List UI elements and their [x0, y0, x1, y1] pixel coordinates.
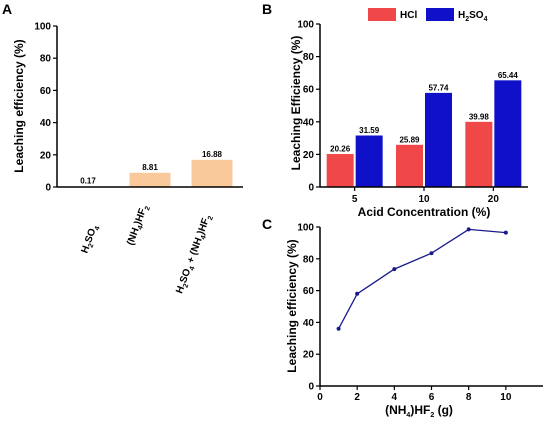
panel-a-y-tick-label: 80 — [40, 54, 52, 65]
panel-c-y-tick-label: 100 — [297, 223, 314, 234]
panel-c-x-tick-label: 4 — [392, 392, 398, 403]
panel-a-y-tick-label: 0 — [45, 183, 51, 194]
panel-a-value-label: 0.17 — [80, 177, 96, 186]
panel-b-value-label: 31.59 — [359, 126, 380, 135]
panel-a-y-tick-label: 20 — [40, 150, 52, 161]
panel-b-y-tick-label: 20 — [303, 150, 315, 161]
legend-label-h2so4: H2SO4 — [458, 10, 488, 23]
panel-b-x-tick-label: 10 — [418, 194, 430, 205]
panel-c-x-tick-label: 8 — [466, 392, 472, 403]
panel-a-bar — [129, 172, 171, 187]
panel-a-y-axis-title: Leaching efficiency (%) — [12, 39, 26, 172]
panel-c-y-tick-label: 0 — [308, 382, 314, 393]
panel-b-x-ticks: 5 10 20 — [352, 187, 499, 205]
panel-c-y-tick-label: 40 — [303, 318, 315, 329]
panel-a-y-tick-label: 40 — [40, 118, 52, 129]
panel-b-x-tick-label: 20 — [488, 194, 500, 205]
panel-c-point — [466, 227, 471, 232]
panel-c-x-tick-label: 0 — [317, 392, 323, 403]
panel-c-x-ticks: 0 2 4 6 8 10 — [317, 386, 512, 403]
panel-c-point — [429, 251, 434, 256]
panel-b-y-tick-label: 40 — [303, 117, 315, 128]
panel-c-point — [355, 291, 360, 296]
panel-b-value-label: 65.44 — [498, 71, 519, 80]
panel-c-y-tick-label: 60 — [303, 286, 315, 297]
panel-b-x-tick-label: 5 — [352, 194, 358, 205]
legend-swatch-h2so4 — [426, 8, 454, 21]
panel-b: B Leaching Efficiency (%) 0 20 40 60 80 100 2… — [262, 1, 528, 219]
panel-a-y-tick-label: 60 — [40, 86, 52, 97]
panel-c-x-tick-label: 6 — [429, 392, 435, 403]
panel-c-letter: C — [262, 216, 272, 232]
panel-b-bar — [396, 144, 423, 187]
panel-c-points — [336, 227, 508, 331]
panel-b-bar — [425, 92, 452, 187]
panel-a-category-label: H2SO4 — [79, 223, 101, 255]
panel-c-y-tick-label: 20 — [303, 350, 315, 361]
panel-a-bars — [67, 159, 233, 187]
panel-b-value-label: 39.98 — [469, 112, 490, 121]
panel-c-x-tick-label: 10 — [500, 392, 512, 403]
panel-b-y-tick-label: 80 — [303, 52, 315, 63]
panel-b-legend: HCl H2SO4 — [368, 8, 488, 23]
panel-a-value-label: 16.88 — [202, 150, 223, 159]
panel-a-letter: A — [2, 1, 12, 17]
panel-c-x-axis-title: (NH4)HF2 (g) — [385, 403, 453, 419]
panel-a-bar — [191, 159, 233, 187]
panel-a-value-labels: 0.17 8.81 16.88 — [80, 150, 222, 186]
panel-b-bar — [326, 153, 354, 187]
panel-a-category-label: H2SO4 + (NH4)HF2 — [174, 213, 215, 296]
panel-a-y-ticks: 0 20 40 60 80 100 — [34, 22, 57, 194]
panel-b-bars — [326, 80, 522, 187]
panel-c-y-tick-label: 80 — [303, 254, 315, 265]
panel-c-point — [392, 267, 397, 272]
panel-b-y-tick-label: 60 — [303, 85, 315, 96]
panel-b-x-axis-title: Acid Concentration (%) — [358, 205, 491, 219]
panel-b-value-label: 20.26 — [330, 144, 351, 153]
panel-c-point — [336, 326, 341, 331]
panel-b-bar — [355, 135, 383, 187]
panel-c-x-tick-label: 2 — [354, 392, 360, 403]
panel-b-value-labels: 20.26 31.59 25.89 57.74 39.98 65.44 — [330, 71, 518, 154]
panel-b-value-label: 25.89 — [399, 135, 420, 144]
panel-c-series-line — [338, 228, 506, 330]
panel-b-y-tick-label: 100 — [297, 20, 314, 31]
panel-c-y-axis-title: Leaching efficiency (%) — [285, 239, 299, 372]
panel-a-category-label: (NH4)HF2 — [125, 203, 152, 247]
panel-b-letter: B — [262, 1, 272, 17]
panel-b-y-tick-label: 0 — [308, 183, 314, 194]
panel-b-bar — [494, 80, 522, 187]
panel-b-value-label: 57.74 — [428, 83, 449, 92]
panel-a: A Leaching efficiency (%) 0 20 40 60 80 100 0… — [2, 1, 243, 296]
panel-c-y-ticks: 0 20 40 60 80 100 — [297, 223, 320, 393]
legend-label-hcl: HCl — [400, 10, 417, 21]
panel-a-y-tick-label: 100 — [34, 22, 51, 33]
legend-swatch-hcl — [368, 8, 396, 21]
panel-b-bar — [465, 121, 493, 187]
panel-a-value-label: 8.81 — [142, 163, 158, 172]
panel-c-point — [503, 230, 508, 235]
panel-b-y-axis-title: Leaching Efficiency (%) — [289, 36, 303, 171]
